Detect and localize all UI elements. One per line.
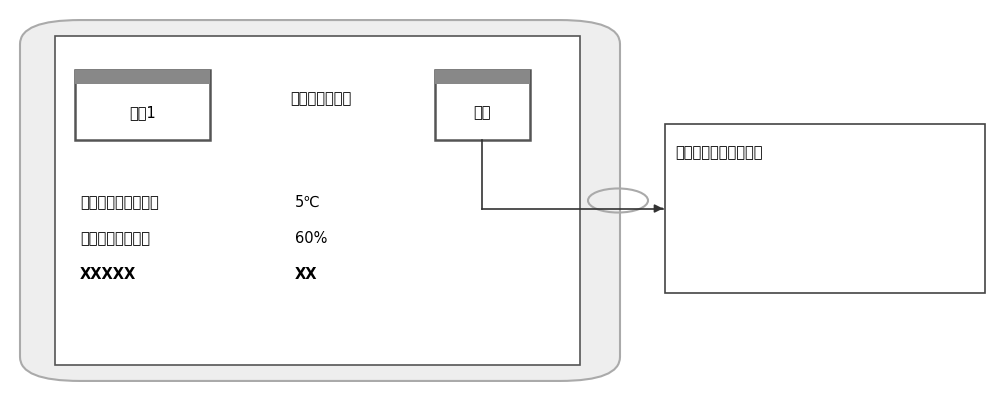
FancyBboxPatch shape: [20, 20, 620, 381]
Text: 添加: 添加: [474, 105, 491, 120]
FancyBboxPatch shape: [55, 36, 580, 365]
FancyBboxPatch shape: [75, 70, 210, 84]
Text: 添加子显示设备: 添加子显示设备: [290, 91, 351, 106]
FancyBboxPatch shape: [75, 70, 210, 140]
Text: 显示1: 显示1: [129, 105, 156, 120]
FancyBboxPatch shape: [665, 124, 985, 293]
Text: 60%: 60%: [295, 231, 327, 246]
FancyBboxPatch shape: [435, 70, 530, 84]
Text: XX: XX: [295, 267, 318, 282]
Text: 运行最大负荷设定: 运行最大负荷设定: [80, 231, 150, 246]
Text: 设置子设备设备地址：: 设置子设备设备地址：: [675, 145, 763, 160]
Text: XXXXX: XXXXX: [80, 267, 136, 282]
FancyBboxPatch shape: [435, 70, 530, 140]
Text: 5℃: 5℃: [295, 195, 321, 210]
Text: 冷冻水出水温度设定: 冷冻水出水温度设定: [80, 195, 159, 210]
